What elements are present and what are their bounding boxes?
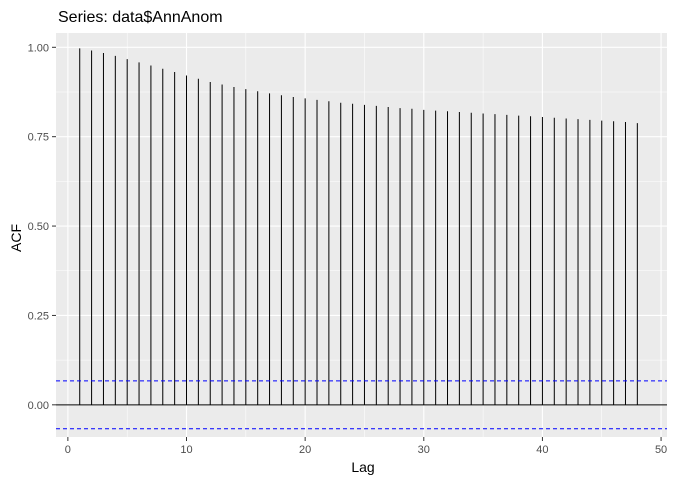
y-tick-label: 1.00	[28, 42, 49, 54]
plot-panel	[56, 33, 667, 437]
x-axis-label: Lag	[351, 459, 374, 475]
y-tick-label: 0.25	[28, 310, 49, 322]
x-tick-label: 40	[536, 444, 548, 456]
x-tick-label: 10	[180, 444, 192, 456]
confidence-bounds	[56, 380, 667, 430]
axis-ticks: 0 10 20 30 40 50 0.00 0.25 0.50 0.75 1.00	[28, 42, 668, 456]
acf-bars	[79, 48, 638, 405]
x-tick-label: 50	[655, 444, 667, 456]
y-tick-label: 0.00	[28, 400, 49, 412]
panel-background	[56, 33, 667, 437]
x-tick-label: 0	[65, 444, 71, 456]
x-tick-label: 20	[299, 444, 311, 456]
y-tick-label: 0.50	[28, 221, 49, 233]
y-tick-label: 0.75	[28, 132, 49, 144]
chart-title: Series: data$AnnAnom	[58, 9, 223, 26]
x-tick-label: 30	[418, 444, 430, 456]
y-axis-label: ACF	[8, 224, 24, 252]
